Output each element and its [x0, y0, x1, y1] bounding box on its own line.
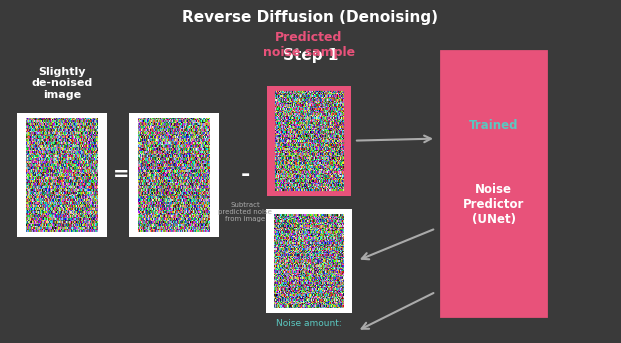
Bar — [273, 89, 345, 192]
Bar — [267, 86, 351, 196]
Text: Predicted
noise sample: Predicted noise sample — [263, 31, 355, 59]
Text: Step 1: Step 1 — [283, 48, 338, 63]
Bar — [17, 113, 107, 237]
Text: Trained: Trained — [469, 119, 519, 132]
Text: Slightly
de-noised
image: Slightly de-noised image — [32, 67, 93, 100]
Bar — [273, 213, 345, 309]
Bar — [25, 117, 99, 233]
Text: Noise
Predictor
(UNet): Noise Predictor (UNet) — [463, 183, 524, 226]
Bar — [137, 117, 211, 233]
Text: Subtract
predicted noise
from image: Subtract predicted noise from image — [219, 202, 272, 222]
Text: -: - — [240, 165, 250, 185]
Bar — [129, 113, 219, 237]
Text: Reverse Diffusion (Denoising): Reverse Diffusion (Denoising) — [183, 10, 438, 25]
Bar — [266, 209, 352, 313]
Bar — [441, 51, 546, 316]
Text: Noise amount:: Noise amount: — [276, 319, 342, 328]
Text: =: = — [113, 165, 129, 185]
